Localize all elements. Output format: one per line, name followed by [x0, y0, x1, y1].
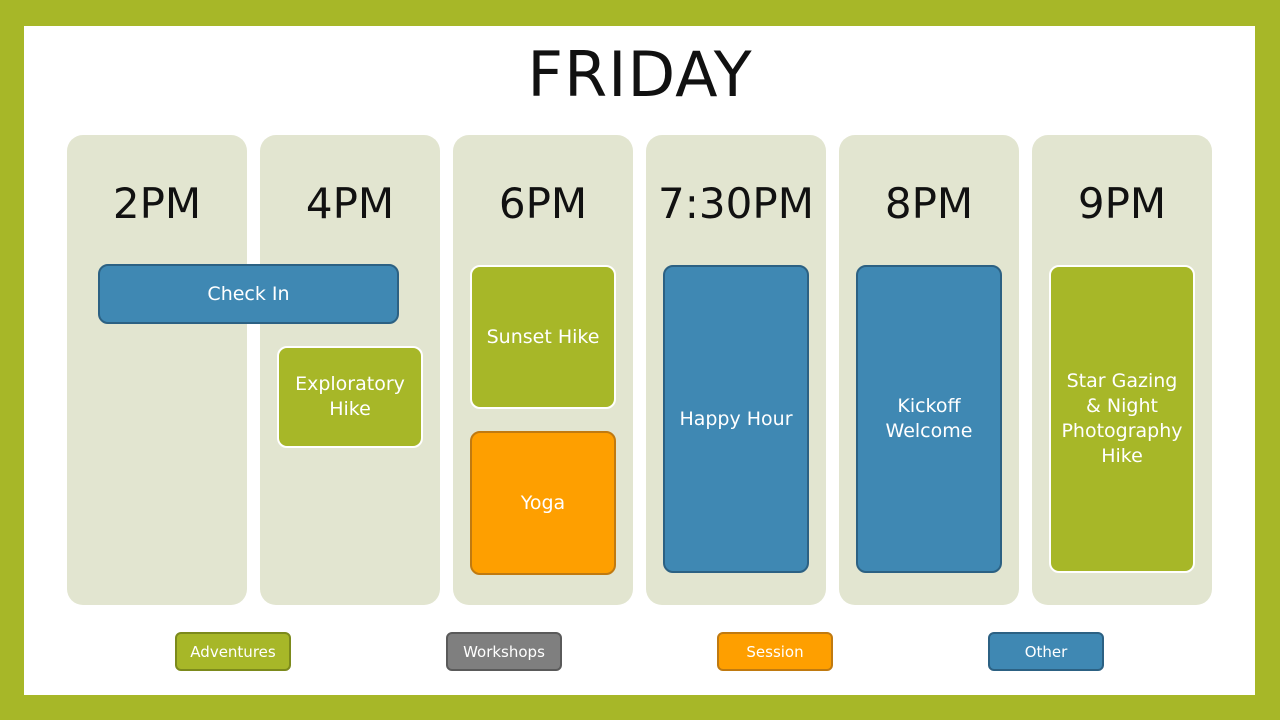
- event-label: Kickoff Welcome: [885, 395, 973, 442]
- event-label: Exploratory Hike: [295, 373, 405, 420]
- time-label: 7:30PM: [658, 179, 814, 228]
- page-title: FRIDAY: [527, 38, 753, 111]
- legend-workshops: Workshops: [446, 632, 562, 671]
- event-kickoff-welcome[interactable]: Kickoff Welcome: [856, 265, 1002, 573]
- event-yoga[interactable]: Yoga: [470, 431, 616, 575]
- event-sunset-hike[interactable]: Sunset Hike: [470, 265, 616, 409]
- event-label: Check In: [207, 282, 290, 305]
- time-label: 4PM: [305, 179, 395, 228]
- time-label: 2PM: [112, 179, 202, 228]
- legend-session: Session: [717, 632, 833, 671]
- time-label: 6PM: [498, 179, 588, 228]
- legend-adventures: Adventures: [175, 632, 291, 671]
- event-label: Sunset Hike: [486, 325, 600, 348]
- event-label: Happy Hour: [679, 407, 793, 430]
- event-exploratory-hike[interactable]: Exploratory Hike: [277, 346, 423, 448]
- event-check-in[interactable]: Check In: [98, 264, 399, 324]
- event-star-gazing[interactable]: Star Gazing & Night Photography Hike: [1049, 265, 1195, 573]
- event-label: Yoga: [520, 491, 566, 514]
- event-happy-hour[interactable]: Happy Hour: [663, 265, 809, 573]
- time-label: 8PM: [884, 179, 974, 228]
- event-label: Star Gazing & Night Photography Hike: [1061, 370, 1183, 467]
- legend-other: Other: [988, 632, 1104, 671]
- time-label: 9PM: [1077, 179, 1167, 228]
- time-column-2pm: [67, 135, 247, 605]
